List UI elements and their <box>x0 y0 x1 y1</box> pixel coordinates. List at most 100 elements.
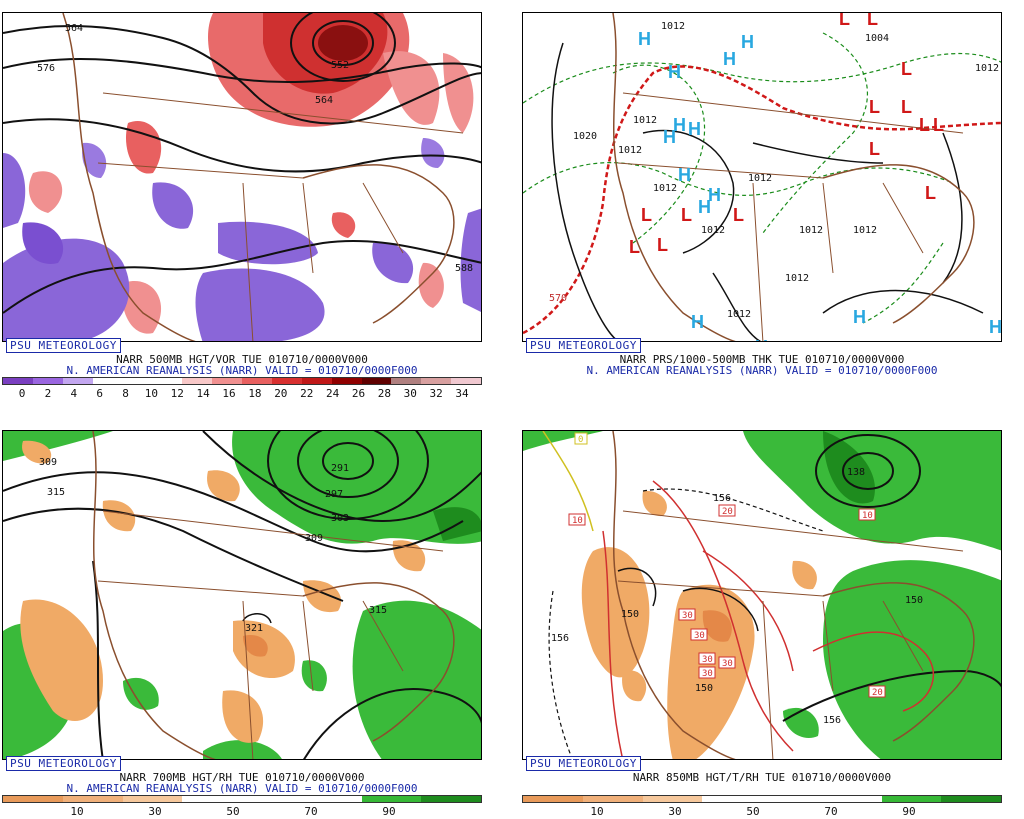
colorbar-tick-label: 10 <box>70 805 84 818</box>
colorbar-tick-label: 22 <box>300 387 314 400</box>
high-pressure-marker: H <box>723 49 736 69</box>
panel-500mb-vorticity: 564 576 552 564 588 PSU METEOROLOGY NARR… <box>2 12 482 400</box>
contour-label: 156 <box>823 715 841 726</box>
temp-label: 30 <box>698 652 716 665</box>
colorbar-swatch <box>32 378 63 384</box>
contour-label: 1012 <box>853 225 877 236</box>
colorbar-swatch <box>391 378 422 384</box>
map-title: NARR 700MB HGT/RH TUE 010710/0000V000 <box>119 771 365 784</box>
temp-label: 20 <box>868 685 886 698</box>
colorbar-tick-label: 10 <box>144 387 159 400</box>
panel-pressure-thickness: H H H H H H H H H H H H H H L L L L L L <box>522 12 1002 400</box>
colorbar-swatch <box>301 378 332 384</box>
low-pressure-marker: L <box>867 13 878 29</box>
colorbar-tick-label: 70 <box>304 805 318 818</box>
colorbar <box>2 377 482 385</box>
low-pressure-marker: L <box>733 205 744 225</box>
contour-label: 564 <box>65 23 83 34</box>
temp-label: 30 <box>690 628 708 641</box>
contour-label: 570 <box>549 293 567 304</box>
map-pressure: H H H H H H H H H H H H H H L L L L L L <box>522 12 1002 342</box>
colorbar-swatch <box>182 378 213 384</box>
high-pressure-marker: H <box>989 317 1002 337</box>
colorbar-swatch <box>331 378 362 384</box>
colorbar-tick-label: 28 <box>377 387 391 400</box>
psu-meteorology-badge: PSU METEOROLOGY <box>526 756 641 771</box>
colorbar-ticks: 10 30 50 70 90 <box>2 806 482 818</box>
high-pressure-marker: H <box>678 165 691 185</box>
contour-label: 576 <box>37 63 55 74</box>
colorbar-swatch <box>941 796 1001 802</box>
low-pressure-marker: L <box>901 59 912 79</box>
colorbar-swatch <box>62 378 93 384</box>
pressure-field: H H H H H H H H H H H H H H L L L L L L <box>523 13 1002 342</box>
colorbar-tick-label: 4 <box>70 387 78 400</box>
contour-label: 564 <box>315 95 333 106</box>
colorbar-swatch <box>821 796 882 802</box>
colorbar-swatch <box>762 796 822 802</box>
contour-label: 1012 <box>633 115 657 126</box>
colorbar-ticks: 10 30 50 70 90 <box>522 806 1002 818</box>
colorbar-tick-label: 70 <box>824 805 838 818</box>
colorbar-swatch <box>301 796 362 802</box>
contour-label: 1012 <box>975 63 999 74</box>
contour-label: 150 <box>695 683 713 694</box>
colorbar-swatch <box>242 378 272 384</box>
contour-label: 150 <box>621 609 639 620</box>
contour-label: 1004 <box>865 33 889 44</box>
colorbar-swatch <box>523 796 583 802</box>
colorbar-tick-label: 30 <box>148 805 162 818</box>
map-subtitle: N. AMERICAN REANALYSIS (NARR) VALID = 01… <box>586 364 938 377</box>
map-title: NARR PRS/1000-500MB THK TUE 010710/0000V… <box>619 353 905 366</box>
contour-label: 321 <box>245 623 263 634</box>
colorbar-swatch <box>242 796 302 802</box>
colorbar-tick-label: 30 <box>668 805 682 818</box>
colorbar-swatch <box>122 378 153 384</box>
contour-label: 1012 <box>661 21 685 32</box>
colorbar-tick-label: 12 <box>170 387 184 400</box>
colorbar-tick-label: 2 <box>44 387 52 400</box>
panel-700mb-rh: 309 315 291 297 303 309 321 315 PSU METE… <box>2 430 482 818</box>
map-subtitle: N. AMERICAN REANALYSIS (NARR) VALID = 01… <box>66 364 418 377</box>
svg-text:0: 0 <box>578 435 583 445</box>
contour-label: 309 <box>305 533 323 544</box>
colorbar-tick-label: 8 <box>122 387 129 400</box>
high-pressure-marker: H <box>755 337 768 342</box>
colorbar-tick-label: 6 <box>96 387 103 400</box>
map-title: NARR 500MB HGT/VOR TUE 010710/0000V000 <box>116 353 368 366</box>
map-title: NARR 850MB HGT/T/RH TUE 010710/0000V000 <box>632 771 892 784</box>
svg-text:30: 30 <box>702 655 713 665</box>
temp-label: 30 <box>698 666 716 679</box>
contour-label: 552 <box>331 60 349 71</box>
colorbar-swatch <box>152 378 183 384</box>
contour-label: 303 <box>331 513 349 524</box>
svg-text:30: 30 <box>702 669 713 679</box>
panel-850mb-temp-rh: 156 150 150 156 156 138 150 10 20 30 30 … <box>522 430 1002 818</box>
colorbar-tick-label: 50 <box>746 805 760 818</box>
contour-label: 1012 <box>653 183 677 194</box>
low-pressure-marker: L <box>925 183 936 203</box>
low-pressure-marker: L <box>933 115 944 135</box>
svg-text:30: 30 <box>694 631 705 641</box>
svg-text:20: 20 <box>872 688 883 698</box>
high-pressure-marker: H <box>691 312 704 332</box>
colorbar-swatch <box>361 378 392 384</box>
colorbar-swatch <box>62 796 123 802</box>
svg-text:30: 30 <box>722 659 733 669</box>
high-pressure-marker: H <box>741 32 754 52</box>
low-pressure-marker: L <box>657 235 668 255</box>
colorbar-swatch <box>881 796 942 802</box>
colorbar-tick-label: 14 <box>196 387 210 400</box>
colorbar-swatch <box>182 796 242 802</box>
colorbar-tick-label: 26 <box>351 387 366 400</box>
contour-label: 291 <box>331 463 349 474</box>
contour-label: 309 <box>39 457 57 468</box>
colorbar-swatch <box>271 378 302 384</box>
colorbar-tick-label: 34 <box>455 387 469 400</box>
low-pressure-marker: L <box>641 205 652 225</box>
contour-label: 1012 <box>799 225 823 236</box>
psu-meteorology-badge: PSU METEOROLOGY <box>526 338 641 353</box>
contour-label: 1012 <box>701 225 725 236</box>
low-pressure-marker: L <box>681 205 692 225</box>
colorbar-tick-label: 50 <box>226 805 240 818</box>
